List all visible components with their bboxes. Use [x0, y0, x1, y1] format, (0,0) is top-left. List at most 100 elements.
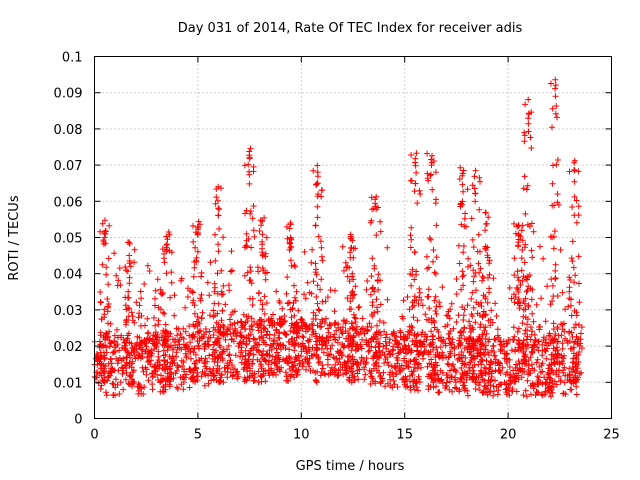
data-point: [164, 246, 170, 253]
data-point: [295, 323, 302, 330]
data-point: [190, 238, 197, 245]
data-point: [479, 372, 485, 379]
data-point: [345, 358, 352, 365]
data-point: [247, 350, 253, 357]
data-point: [131, 353, 138, 359]
x-tick-label: 5: [194, 428, 202, 443]
data-point: [536, 324, 543, 330]
data-point: [551, 359, 558, 366]
data-point: [460, 167, 467, 174]
data-point: [438, 377, 445, 384]
data-point: [227, 369, 234, 376]
data-point: [554, 191, 561, 197]
data-point: [393, 370, 400, 377]
data-point: [511, 220, 517, 227]
data-point: [247, 268, 254, 275]
data-point: [253, 340, 260, 346]
x-tick-label: 15: [396, 428, 413, 443]
data-point: [256, 289, 263, 296]
data-point: [446, 378, 453, 385]
data-point: [271, 360, 278, 367]
data-point: [273, 327, 279, 334]
data-point: [502, 371, 509, 378]
data-point: [398, 362, 405, 369]
data-point: [431, 269, 438, 276]
data-point: [162, 386, 169, 393]
data-point: [123, 354, 130, 361]
data-point: [431, 324, 438, 331]
x-tick-label: 10: [293, 428, 310, 443]
data-point: [262, 270, 269, 277]
data-point: [139, 364, 146, 371]
data-point: [237, 353, 244, 360]
data-point: [479, 331, 486, 338]
y-axis-title: ROTI / TECUs: [7, 195, 22, 280]
data-point: [327, 287, 334, 293]
data-point: [162, 351, 169, 358]
data-point: [462, 361, 469, 368]
data-point: [171, 312, 178, 319]
data-point: [411, 293, 418, 300]
data-point: [575, 374, 581, 381]
data-point: [373, 296, 380, 303]
data-point: [118, 364, 125, 371]
data-point: [501, 350, 508, 357]
data-point: [115, 277, 122, 284]
data-point: [131, 246, 138, 253]
data-point: [460, 329, 467, 336]
data-point: [521, 173, 528, 180]
data-point: [457, 329, 464, 336]
data-point: [194, 369, 201, 376]
data-point: [349, 325, 356, 332]
y-tick-label: 0.05: [54, 232, 83, 247]
data-point: [545, 371, 552, 378]
data-point: [315, 233, 322, 240]
data-point: [522, 101, 529, 108]
data-point: [173, 384, 180, 391]
data-point: [400, 297, 407, 304]
data-point: [256, 228, 263, 234]
data-point: [269, 369, 275, 376]
data-point: [359, 325, 366, 332]
data-point: [473, 287, 479, 294]
data-point: [460, 282, 467, 289]
data-point: [372, 196, 379, 203]
data-point: [406, 323, 413, 330]
data-point: [372, 203, 379, 210]
data-point: [251, 233, 258, 240]
data-point: [437, 344, 444, 351]
data-point: [427, 341, 434, 347]
data-point: [151, 314, 157, 321]
data-point: [287, 220, 294, 226]
data-point: [295, 307, 302, 314]
data-point: [114, 326, 120, 333]
data-point: [218, 291, 225, 298]
data-point: [456, 176, 463, 183]
data-point: [393, 333, 400, 340]
data-point: [475, 374, 482, 381]
data-point: [166, 365, 173, 372]
data-point: [399, 346, 406, 352]
data-point: [174, 332, 181, 339]
data-point: [349, 337, 356, 344]
data-point: [154, 276, 161, 283]
data-point: [293, 288, 300, 295]
data-point: [192, 351, 199, 358]
data-point: [444, 321, 451, 328]
data-point: [460, 272, 467, 279]
data-point: [410, 368, 417, 374]
data-point: [314, 368, 321, 375]
data-point: [432, 359, 439, 366]
data-point: [327, 345, 334, 352]
data-point: [467, 359, 474, 366]
data-point: [481, 377, 488, 384]
data-point: [568, 329, 575, 336]
data-point: [97, 228, 104, 235]
data-point: [521, 129, 528, 136]
data-point: [430, 247, 437, 253]
data-point: [248, 322, 255, 329]
data-point: [543, 355, 550, 362]
data-point: [542, 380, 549, 387]
data-point: [494, 326, 501, 333]
data-point: [329, 342, 336, 349]
